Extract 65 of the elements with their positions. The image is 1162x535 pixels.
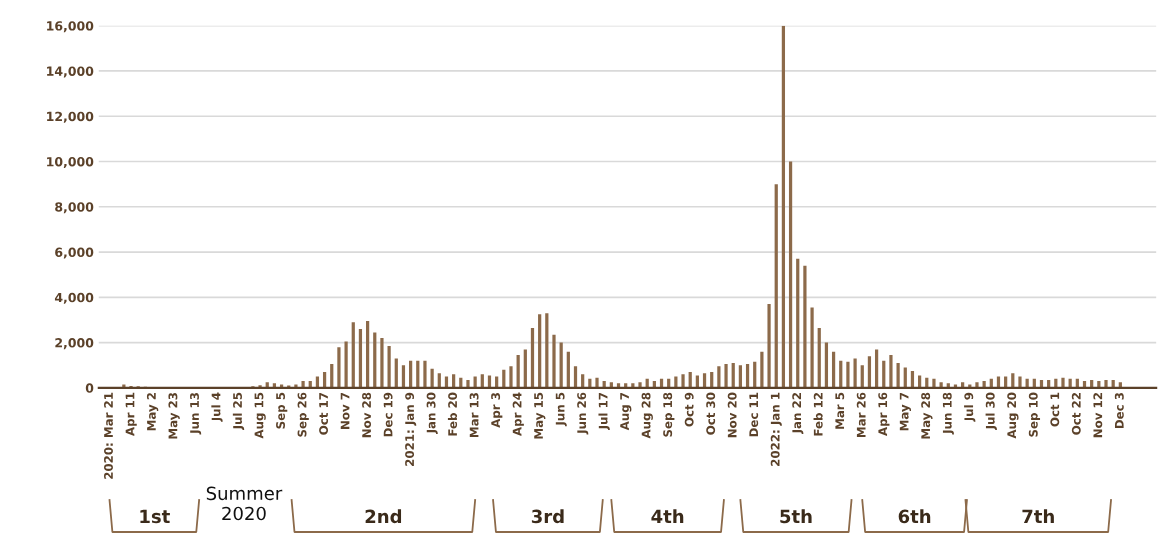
- x-tick-label: Sep 26: [297, 392, 309, 437]
- text: 7th: [1022, 509, 1054, 523]
- y-tick-label: 0: [85, 383, 94, 393]
- x-tick-label: Mar 13: [469, 392, 479, 438]
- x-tick-label: Jul 30: [985, 392, 997, 431]
- x-tick-label: Sep 18: [663, 392, 675, 437]
- x-tick-label: Jan 22: [792, 393, 804, 434]
- text: Summer 2020: [206, 486, 283, 521]
- x-tick-label: Aug 28: [641, 392, 653, 439]
- x-tick-label: Jun 5: [555, 392, 567, 427]
- x-tick-label: 2021: Jan 9: [405, 392, 417, 466]
- x-tick-label: Apr 16: [878, 392, 890, 436]
- x-tick-label: Oct 17: [319, 392, 329, 435]
- x-tick-label: Mar 5: [835, 392, 845, 429]
- x-tick-label: Mar 26: [856, 392, 866, 438]
- text: 2nd: [365, 509, 402, 524]
- text: 4th: [651, 509, 684, 523]
- x-tick-label: May 2: [146, 393, 159, 431]
- x-tick-label: Jun 18: [942, 392, 954, 435]
- x-tick-label: Jul 9: [964, 392, 976, 422]
- y-tick-label: 10,000: [47, 156, 94, 169]
- x-tick-label: Aug 7: [620, 392, 632, 431]
- x-tick-label: Jun 13: [190, 392, 202, 435]
- x-tick-label: 2020: Mar 21: [104, 392, 113, 479]
- text: 6th: [898, 509, 931, 524]
- y-tick-label: 12,000: [47, 111, 94, 123]
- y-tick-label: 14,000: [47, 66, 94, 78]
- y-tick-label: 4,000: [54, 292, 94, 304]
- x-tick-label: Dec 3: [1114, 392, 1124, 429]
- x-tick-label: 2022: Jan 1: [770, 392, 782, 466]
- x-tick-label: May 15: [534, 392, 546, 439]
- y-tick-label: 16,000: [47, 21, 94, 33]
- x-tick-label: Jul 25: [232, 392, 245, 431]
- x-tick-label: Oct 30: [706, 392, 716, 435]
- x-tick-label: Jul 17: [598, 392, 610, 431]
- x-tick-label: Apr 3: [491, 392, 503, 428]
- x-tick-label: Jan 30: [426, 392, 438, 434]
- x-tick-label: Apr 24: [512, 392, 524, 436]
- x-tick-label: May 7: [899, 392, 911, 431]
- x-tick-label: Oct 9: [684, 392, 694, 427]
- x-tick-label: Jun 26: [577, 392, 589, 435]
- x-tick-label: Feb 12: [813, 393, 823, 436]
- x-tick-label: Dec 19: [383, 392, 393, 437]
- y-tick-label: 2,000: [55, 338, 94, 350]
- x-tick-label: Sep 5: [276, 392, 288, 429]
- x-tick-label: Nov 20: [727, 392, 737, 438]
- x-tick-label: Jul 4: [211, 392, 223, 422]
- x-tick-label: Apr 11: [125, 392, 137, 436]
- x-tick-label: Nov 28: [362, 392, 372, 438]
- x-tick-label: Oct 22: [1071, 393, 1081, 435]
- x-tick-label: Aug 20: [1007, 392, 1019, 439]
- x-tick-label: Dec 11: [749, 392, 759, 437]
- text: 5th: [780, 509, 812, 524]
- x-tick-label: Sep 10: [1028, 392, 1041, 437]
- x-tick-label: Nov 12: [1093, 393, 1103, 438]
- y-tick-label: 8,000: [55, 202, 94, 214]
- x-tick-label: May 28: [921, 392, 933, 439]
- x-tick-label: Nov 7: [340, 392, 350, 429]
- y-tick-label: 6,000: [55, 247, 94, 259]
- text: 3rd: [531, 509, 564, 524]
- x-tick-label: May 23: [168, 392, 180, 439]
- text: 1st: [140, 509, 170, 524]
- x-tick-label: Feb 20: [447, 392, 458, 436]
- x-tick-label: Oct 1: [1050, 392, 1060, 427]
- x-tick-label: Aug 15: [254, 392, 266, 439]
